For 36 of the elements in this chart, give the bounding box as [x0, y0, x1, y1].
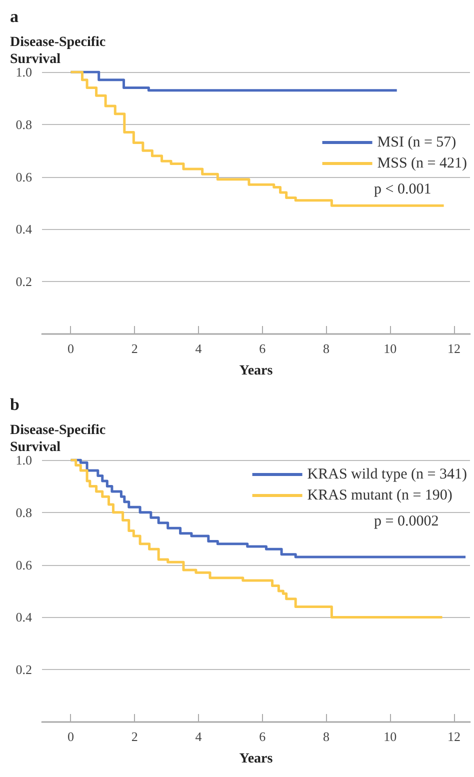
x-tick-label: 0 [67, 729, 74, 744]
x-tick-label: 12 [448, 729, 461, 744]
x-tick-label: 8 [323, 729, 330, 744]
y-tick-label: 0.8 [16, 116, 32, 132]
legend-label: MSI (n = 57) [377, 134, 456, 150]
y-tick-label: 0.4 [16, 610, 32, 625]
x-tick-label: 4 [195, 729, 202, 744]
y-tick-label: 1.0 [16, 64, 32, 80]
x-tick-label: 10 [384, 341, 397, 356]
legend-label: KRAS mutant (n = 190) [307, 488, 452, 504]
y-tick-label: 0.4 [16, 222, 32, 237]
x-tick-label: 6 [259, 341, 266, 356]
x-axis-title: Years [239, 364, 274, 378]
x-tick-label: 2 [131, 729, 138, 744]
y-tick-label: 0.2 [16, 274, 32, 290]
x-tick-label: 6 [259, 729, 266, 744]
chart-title: a [10, 7, 19, 26]
y-tick-label: 0.2 [16, 662, 32, 678]
x-tick-label: 0 [67, 341, 74, 356]
x-axis-title: Years [239, 752, 274, 766]
y-tick-label: 0.6 [16, 169, 32, 184]
x-tick-label: 10 [384, 729, 397, 744]
x-tick-label: 8 [323, 341, 330, 356]
y-tick-label: 1.0 [16, 452, 32, 468]
chart-title: b [10, 395, 20, 414]
y-axis-title: Disease-Specific Survival [10, 35, 106, 67]
x-tick-label: 12 [448, 341, 461, 356]
x-tick-label: 2 [131, 341, 138, 356]
legend-label: KRAS wild type (n = 341) [307, 466, 468, 482]
y-tick-label: 0.8 [16, 504, 32, 520]
y-tick-label: 0.6 [16, 557, 32, 572]
annotation: p < 0.001 [374, 182, 432, 198]
annotation: p = 0.0002 [374, 514, 439, 530]
legend-label: MSS (n = 421) [377, 156, 468, 172]
y-axis-title: Disease-Specific Survival [10, 423, 106, 455]
x-tick-label: 4 [195, 341, 202, 356]
